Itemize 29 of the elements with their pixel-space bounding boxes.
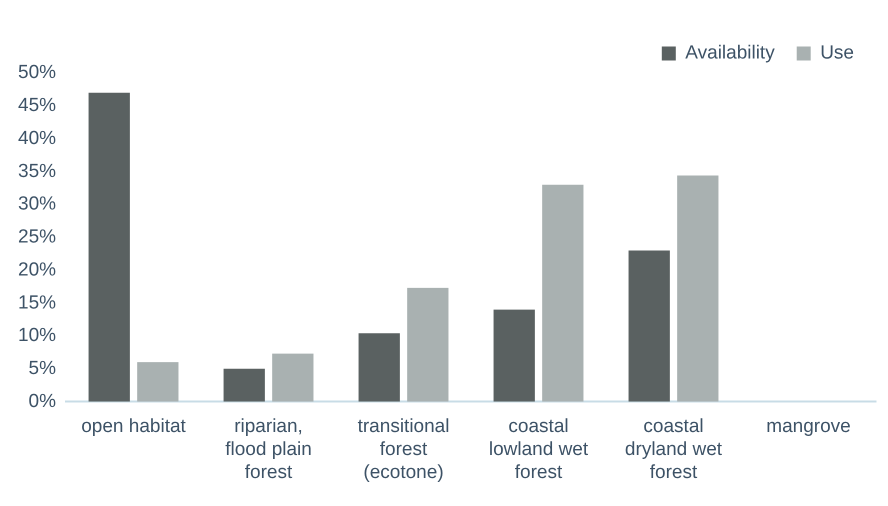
bar [358,333,400,402]
y-tick-label: 45% [18,95,56,116]
x-tick-label: riparian, flood plain forest [225,416,312,483]
y-tick-label: 25% [18,226,56,248]
bar [628,250,670,402]
legend-label: Use [820,42,854,64]
x-tick-label: coastal dryland wet forest [624,416,723,483]
y-tick-label: 15% [18,292,56,314]
y-tick-label: 40% [18,128,56,149]
y-tick-label: 5% [28,358,56,379]
bar [88,92,130,402]
x-tick-label: transitional forest (ecotone) [358,416,450,483]
bar [137,362,178,402]
bar [677,176,718,402]
bar [407,288,448,402]
y-tick-label: 10% [18,325,56,346]
bar [272,354,314,402]
x-tick-label: coastal lowland wet forest [488,416,589,483]
y-tick-label: 30% [18,194,56,215]
y-tick-label: 35% [18,160,56,182]
y-tick-label: 20% [18,259,56,280]
legend-label: Availability [685,42,776,64]
y-tick-label: 0% [28,390,56,412]
y-tick-label: 50% [18,62,56,84]
bar [494,310,535,402]
bar [224,368,265,402]
bar [542,184,584,402]
x-tick-label: open habitat [81,416,187,438]
x-tick-label: mangrove [766,416,851,438]
